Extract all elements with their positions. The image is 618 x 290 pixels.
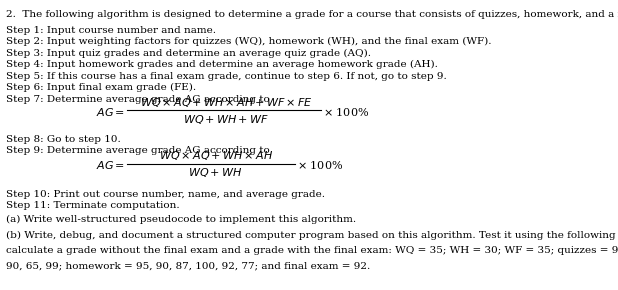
Text: $\times$ 100%: $\times$ 100% [297, 159, 344, 171]
Text: $WQ + WH$: $WQ + WH$ [188, 166, 243, 179]
Text: calculate a grade without the final exam and a grade with the final exam: WQ = 3: calculate a grade without the final exam… [6, 246, 618, 255]
Text: $\times$ 100%: $\times$ 100% [323, 106, 369, 118]
Text: 90, 65, 99; homework = 95, 90, 87, 100, 92, 77; and final exam = 92.: 90, 65, 99; homework = 95, 90, 87, 100, … [6, 262, 370, 271]
Text: Step 11: Terminate computation.: Step 11: Terminate computation. [6, 201, 179, 210]
Text: $WQ \times AQ + WH \times AH + WF \times FE$: $WQ \times AQ + WH \times AH + WF \times… [140, 96, 312, 109]
Text: Step 4: Input homework grades and determine an average homework grade (AH).: Step 4: Input homework grades and determ… [6, 60, 438, 69]
Text: (b) Write, debug, and document a structured computer program based on this algor: (b) Write, debug, and document a structu… [6, 231, 618, 240]
Text: Step 7: Determine average grade AG according to: Step 7: Determine average grade AG accor… [6, 95, 269, 104]
Text: Step 6: Input final exam grade (FE).: Step 6: Input final exam grade (FE). [6, 83, 196, 93]
Text: (a) Write well-structured pseudocode to implement this algorithm.: (a) Write well-structured pseudocode to … [6, 215, 356, 224]
Text: $WQ \times AQ + WH \times AH$: $WQ \times AQ + WH \times AH$ [159, 149, 273, 162]
Text: Step 9: Determine average grade AG according to: Step 9: Determine average grade AG accor… [6, 146, 269, 155]
Text: $AG =$: $AG =$ [96, 159, 125, 171]
Text: $WQ + WH + WF$: $WQ + WH + WF$ [183, 113, 269, 126]
Text: Step 3: Input quiz grades and determine an average quiz grade (AQ).: Step 3: Input quiz grades and determine … [6, 49, 371, 58]
Text: $AG =$: $AG =$ [96, 106, 125, 118]
Text: Step 5: If this course has a final exam grade, continue to step 6. If not, go to: Step 5: If this course has a final exam … [6, 72, 446, 81]
Text: Step 2: Input weighting factors for quizzes (WQ), homework (WH), and the final e: Step 2: Input weighting factors for quiz… [6, 37, 491, 46]
Text: Step 10: Print out course number, name, and average grade.: Step 10: Print out course number, name, … [6, 190, 324, 199]
Text: Step 1: Input course number and name.: Step 1: Input course number and name. [6, 26, 216, 35]
Text: Step 8: Go to step 10.: Step 8: Go to step 10. [6, 135, 121, 144]
Text: 2.  The following algorithm is designed to determine a grade for a course that c: 2. The following algorithm is designed t… [6, 10, 618, 19]
